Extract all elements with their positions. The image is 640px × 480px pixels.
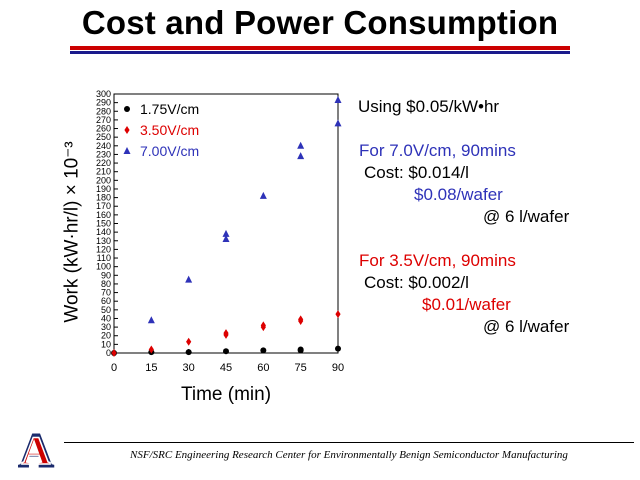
y-tick-label: 180 — [96, 193, 111, 203]
y-tick-label: 260 — [96, 124, 111, 134]
y-tick-label: 50 — [101, 305, 111, 315]
chart-marks — [111, 96, 342, 357]
data-point — [222, 235, 230, 243]
chart-legend: 1.75V/cm 3.50V/cm 7.00V/cm — [123, 101, 199, 159]
x-tick-label: 60 — [257, 362, 269, 374]
y-tick-label: 20 — [101, 331, 111, 341]
y-tick-label: 0 — [106, 348, 111, 358]
cost-notes: Using $0.05/kW•hr For 7.0V/cm, 90mins Co… — [356, 96, 636, 338]
y-tick-label: 120 — [96, 244, 111, 254]
data-point — [334, 96, 342, 104]
data-point — [335, 310, 341, 319]
data-point — [185, 349, 192, 356]
data-point — [111, 349, 117, 357]
y-tick-label: 240 — [96, 141, 111, 151]
data-point — [223, 348, 229, 355]
y-tick-label: 150 — [96, 219, 111, 229]
title-underline-red — [70, 46, 570, 50]
x-tick-label: 0 — [111, 362, 117, 374]
y-tick-label: 10 — [101, 339, 111, 349]
y-tick-label: 90 — [101, 270, 111, 280]
y-tick-label: 230 — [96, 149, 111, 159]
y-tick-label: 30 — [101, 322, 111, 332]
y-tick-label: 140 — [96, 227, 111, 237]
case1-header: For 7.0V/cm, 90mins — [359, 141, 516, 160]
legend-marker — [124, 106, 130, 112]
case2-cost: Cost: $0.002/l — [364, 273, 469, 292]
legend-label: 3.50V/cm — [140, 122, 199, 138]
legend-marker — [123, 147, 131, 154]
y-tick-label: 100 — [96, 262, 111, 272]
data-point — [297, 347, 304, 354]
y-tick-label: 210 — [96, 167, 111, 177]
case2-header: For 3.5V/cm, 90mins — [359, 251, 516, 270]
footer-text: NSF/SRC Engineering Research Center for … — [130, 449, 568, 461]
y-axis-label: Work (kW·hr/l) × 10⁻³ — [61, 141, 83, 323]
series-diamond — [111, 310, 341, 357]
university-logo: A A — [17, 424, 54, 472]
y-tick-label: 170 — [96, 201, 111, 211]
y-tick-label: 60 — [101, 296, 111, 306]
footer-divider — [64, 442, 634, 443]
data-point — [222, 229, 230, 237]
rate-note: Using $0.05/kW•hr — [358, 97, 500, 116]
data-point — [298, 315, 304, 324]
y-tick-label: 270 — [96, 115, 111, 125]
title-underline-blue — [70, 51, 570, 54]
x-tick-label: 15 — [145, 362, 157, 374]
svg-text:A: A — [18, 424, 54, 472]
y-tick-label: 160 — [96, 210, 111, 220]
legend-marker — [124, 126, 130, 134]
logo-letter: A — [22, 428, 51, 472]
series-triangle — [147, 96, 342, 324]
data-point — [223, 329, 229, 338]
y-tick-label: 200 — [96, 175, 111, 185]
data-point — [148, 345, 154, 354]
y-tick-label: 130 — [96, 236, 111, 246]
y-tick-label: 220 — [96, 158, 111, 168]
y-tick-label: 290 — [96, 98, 111, 108]
series-circle — [111, 345, 341, 356]
case1-wafer: $0.08/wafer — [414, 185, 503, 204]
data-point — [297, 152, 305, 160]
case1-cost: Cost: $0.014/l — [364, 163, 469, 182]
data-point — [260, 347, 267, 354]
y-tick-label: 250 — [96, 132, 111, 142]
x-axis-label: Time (min) — [180, 384, 272, 405]
x-tick-label: 90 — [332, 362, 344, 374]
data-point — [297, 141, 305, 149]
x-tick-label: 45 — [220, 362, 232, 374]
x-tick-label: 75 — [295, 362, 307, 374]
x-tick-label: 30 — [183, 362, 195, 374]
data-point — [334, 119, 342, 127]
y-tick-label: 280 — [96, 106, 111, 116]
data-point — [260, 321, 266, 330]
slide-title: Cost and Power Consumption — [81, 4, 559, 41]
data-point — [186, 337, 192, 346]
case1-volume: @ 6 l/wafer — [483, 207, 570, 226]
y-tick-label: 110 — [97, 253, 111, 263]
y-tick-label: 40 — [101, 313, 111, 323]
legend-label: 7.00V/cm — [140, 143, 199, 159]
y-tick-label: 80 — [101, 279, 111, 289]
y-tick-label: 190 — [96, 184, 111, 194]
y-tick-label: 70 — [101, 288, 111, 298]
data-point — [185, 275, 193, 283]
y-tick-label: 300 — [96, 89, 111, 99]
case2-volume: @ 6 l/wafer — [483, 317, 570, 336]
legend-label: 1.75V/cm — [140, 101, 199, 117]
data-point — [147, 316, 155, 324]
data-point — [335, 345, 341, 352]
chart-axes: 0102030405060708090100110120130140150160… — [96, 89, 344, 374]
data-point — [259, 191, 267, 199]
case2-wafer: $0.01/wafer — [422, 295, 511, 314]
